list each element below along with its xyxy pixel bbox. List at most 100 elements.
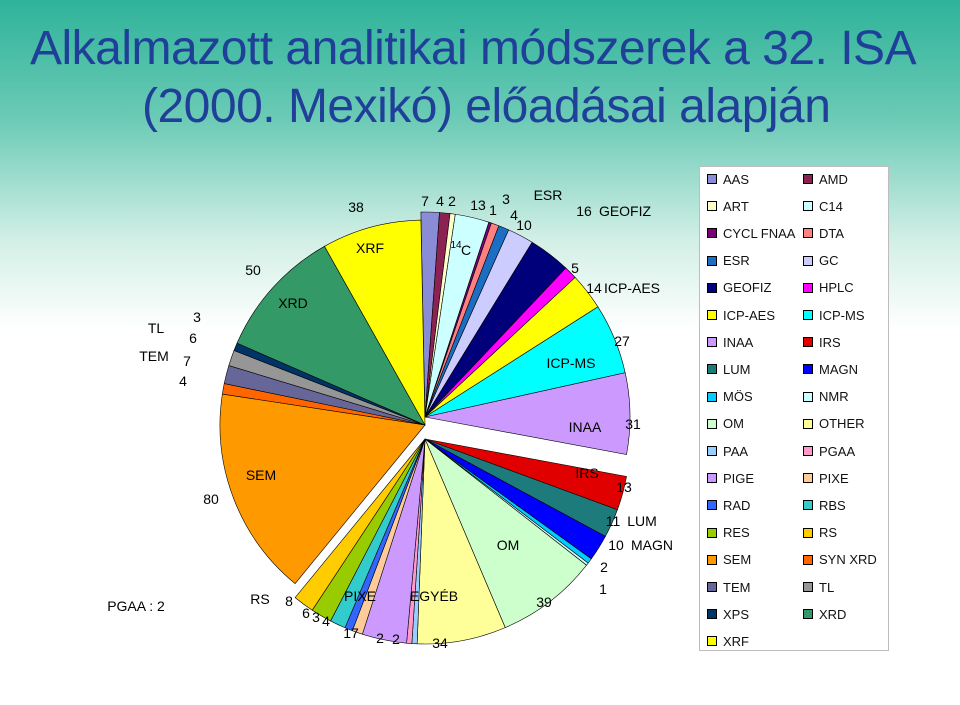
slice-label: XRD xyxy=(278,295,308,311)
slice-label: 4 xyxy=(510,207,518,223)
legend-label: ESR xyxy=(723,253,750,269)
legend-label: RBS xyxy=(819,497,846,513)
legend-label: RES xyxy=(723,525,750,541)
slice-label: ESR xyxy=(534,187,563,203)
slice-label: TL xyxy=(148,320,165,336)
legend-label: IRS xyxy=(819,334,841,350)
legend-item: C14 xyxy=(803,198,843,214)
slice-label: 10 xyxy=(516,217,532,233)
slice-label: TEM xyxy=(139,348,169,364)
legend-label: PGAA xyxy=(819,443,856,459)
slice-label: XRF xyxy=(356,240,384,256)
legend-swatch xyxy=(803,337,813,348)
slice-label: 31 xyxy=(625,416,641,432)
slice-label: 13 xyxy=(616,479,632,495)
chart-legend: AAS AMD ART C14 CYCL FNAA DTA ESR GC GEOFIZ HPLC I… xyxy=(699,166,889,651)
slice-label: 6 xyxy=(189,330,197,346)
legend-item: AAS xyxy=(707,171,749,187)
title-line-2: (2000. Mexikó) előadásai alapján xyxy=(142,80,831,133)
legend-label: RAD xyxy=(723,497,751,513)
slice-label: RS xyxy=(250,591,269,607)
slice-label: 3 xyxy=(193,309,201,325)
legend-item: ICP-AES xyxy=(707,307,775,323)
slice-label: 80 xyxy=(203,491,219,507)
legend-swatch xyxy=(707,446,717,456)
legend-label: ICP-MS xyxy=(819,307,865,323)
legend-swatch xyxy=(803,527,813,538)
pie-slice-sem xyxy=(219,393,426,585)
legend-item: SYN XRD xyxy=(803,552,877,568)
slice-label: 17 xyxy=(343,625,359,641)
slice-label: IRS xyxy=(575,465,598,481)
legend-item: ART xyxy=(707,198,749,214)
legend-label: TEM xyxy=(723,579,751,595)
slice-label: 27 xyxy=(614,333,630,349)
legend-item: CYCL FNAA xyxy=(707,225,795,241)
legend-label: INAA xyxy=(723,334,754,350)
slice-label: SEM xyxy=(246,467,276,483)
legend-swatch xyxy=(803,201,813,212)
slice-label: 34 xyxy=(432,635,448,651)
slice-label: 14 xyxy=(586,280,602,296)
legend-label: OTHER xyxy=(819,416,865,432)
legend-item: INAA xyxy=(707,334,753,350)
slice-label: 1 xyxy=(599,581,607,597)
legend-label: MAGN xyxy=(819,361,858,377)
legend-item: PAA xyxy=(707,443,748,459)
slice-label: 2 xyxy=(600,559,608,575)
slice-label: LUM xyxy=(627,513,657,529)
legend-label: C14 xyxy=(819,198,843,214)
legend-swatch xyxy=(707,228,717,239)
legend-label: DTA xyxy=(819,225,845,241)
pie-slice-xrf xyxy=(324,219,426,426)
slice-label: 6 xyxy=(302,605,310,621)
legend-swatch xyxy=(803,582,813,592)
slice-label: 8 xyxy=(285,593,293,609)
slice-label: 3 xyxy=(502,191,510,207)
legend-item: PGAA xyxy=(803,443,855,459)
slice-label: OM xyxy=(497,537,520,553)
legend-item: ESR xyxy=(707,253,750,269)
slice-label: 4 xyxy=(179,373,187,389)
legend-item: AMD xyxy=(803,171,848,187)
slice-label: 2 xyxy=(376,630,384,646)
slice-label: 13 xyxy=(470,197,486,213)
legend-item: LUM xyxy=(707,361,750,377)
legend-swatch xyxy=(707,174,717,184)
legend-swatch xyxy=(707,391,717,402)
legend-item: XPS xyxy=(707,606,749,622)
legend-label: PIXE xyxy=(819,470,849,486)
slice-label: EGYÉB xyxy=(410,588,458,604)
legend-swatch xyxy=(803,418,813,429)
slice-label: 4 xyxy=(436,193,444,209)
legend-label: NMR xyxy=(819,389,849,405)
legend-swatch xyxy=(803,255,813,266)
pie-slice-om xyxy=(424,438,587,629)
legend-label: PIGE xyxy=(723,470,755,486)
legend-label: ART xyxy=(723,198,749,214)
legend-swatch xyxy=(803,609,813,620)
legend-item: OTHER xyxy=(803,416,865,432)
legend-item: MAGN xyxy=(803,361,858,377)
slice-label: ICP-MS xyxy=(547,355,596,371)
pie-slice-inaa xyxy=(424,372,631,455)
title-line-1: Alkalmazott analitikai módszerek a 32. I… xyxy=(30,22,917,75)
legend-item: GEOFIZ xyxy=(707,280,771,296)
legend-swatch xyxy=(707,554,717,565)
legend-label: SYN XRD xyxy=(819,552,877,568)
legend-item: SEM xyxy=(707,552,751,568)
slice-label: 14 xyxy=(450,240,462,251)
legend-label: ICP-AES xyxy=(723,307,776,323)
legend-swatch xyxy=(707,201,717,212)
slice-label: PGAA : 2 xyxy=(107,598,165,614)
legend-item: PIXE xyxy=(803,470,849,486)
slice-label: 2 xyxy=(392,631,400,647)
slice-label: 5 xyxy=(571,260,579,276)
legend-swatch xyxy=(707,527,717,538)
legend-item: RAD xyxy=(707,497,750,513)
legend-swatch xyxy=(707,282,717,293)
pie-slice-xrd xyxy=(236,245,426,426)
legend-item: TEM xyxy=(707,579,750,595)
slice-label: ICP-AES xyxy=(604,280,660,296)
legend-label: RS xyxy=(819,525,838,541)
